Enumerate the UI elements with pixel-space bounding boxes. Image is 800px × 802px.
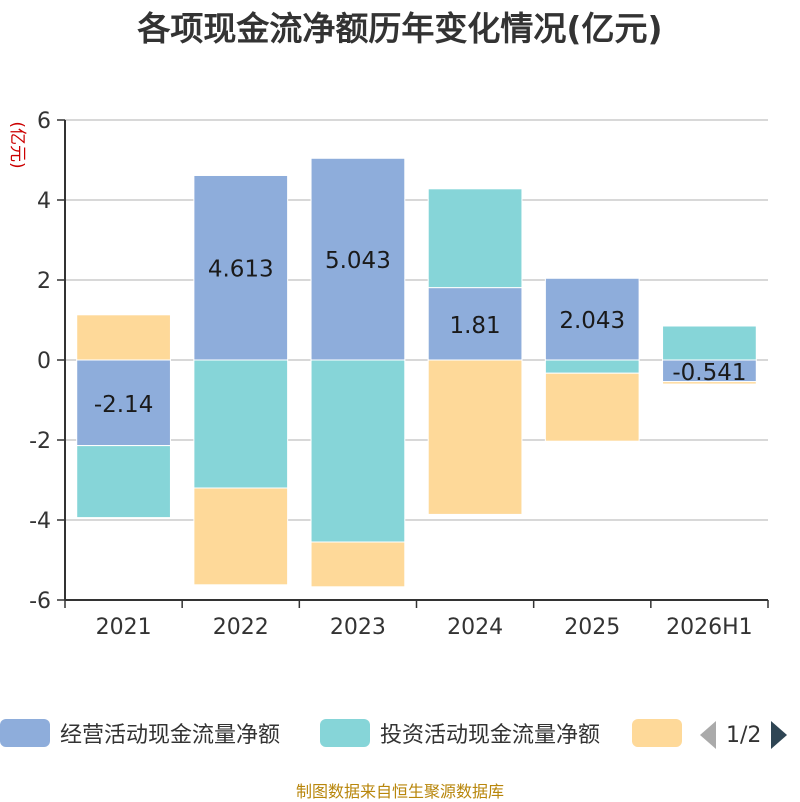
legend-swatch-operating [0,719,50,747]
data-label-2026H1: -0.541 [672,360,746,386]
bar-investing-2023 [310,359,406,543]
x-tick-label-2024: 2024 [447,615,503,640]
x-tick-label-2022: 2022 [213,615,269,640]
bar-financing-2024 [427,359,523,515]
data-label-2025: 2.043 [559,308,625,334]
y-tick-label: 4 [37,189,51,214]
y-tick-label: -2 [29,429,51,454]
legend: 经营活动现金流量净额 投资活动现金流量净额 [0,715,800,755]
bar-financing-2023 [310,541,406,588]
y-tick-label: -4 [29,509,51,534]
bar-financing-2022 [193,487,289,586]
y-tick-label: 2 [37,269,51,294]
bar-investing-2024 [427,188,523,289]
x-tick-label-2023: 2023 [330,615,386,640]
bar-investing-2021 [76,445,171,519]
bar-financing-2025 [544,372,640,442]
bar-investing-2022 [193,359,289,489]
legend-swatch-financing [632,719,682,747]
bar-financing-2026H1 [662,381,757,385]
labels-layer: -2.14 4.613 5.043 1.81 2.043 -0.541 [94,248,747,418]
x-tick-label-2026H1: 2026H1 [666,615,753,640]
pager-next-icon[interactable] [771,721,788,749]
data-label-2024: 1.81 [449,313,500,339]
legend-pager: 1/2 [700,718,788,752]
legend-item-investing[interactable]: 投资活动现金流量净额 [320,715,600,751]
bar-investing-2025 [544,359,640,374]
data-label-2023: 5.043 [325,248,391,274]
bar-investing-2026H1 [662,325,757,361]
x-tick-label-2021: 2021 [96,615,152,640]
pager-text: 1/2 [726,722,762,748]
bar-operating-2025 [544,277,640,361]
y-axis-unit-label: (亿元) [7,121,27,168]
chart-title: 各项现金流净额历年变化情况(亿元) [137,9,663,48]
legend-item-financing[interactable] [632,715,692,751]
legend-label-operating: 经营活动现金流量净额 [60,723,281,748]
legend-item-operating[interactable]: 经营活动现金流量净额 [0,715,280,751]
bar-financing-2021 [76,314,171,361]
bars-layer [76,157,757,588]
data-label-2021: -2.14 [94,392,154,418]
legend-label-investing: 投资活动现金流量净额 [380,723,601,748]
legend-swatch-investing [320,719,370,747]
data-label-2022: 4.613 [208,257,274,283]
y-tick-label: -6 [29,589,51,614]
x-tick-label-2025: 2025 [564,615,620,640]
pager-prev-icon[interactable] [700,721,716,749]
axis-layer: -6 -4 -2 0 2 4 6 2021 2022 2023 2024 2025 2026H1 (亿元) [7,109,769,640]
bar-operating-2022 [193,174,289,361]
y-tick-label: 6 [37,109,51,134]
bar-operating-2024 [427,287,523,361]
y-tick-label: 0 [37,349,51,374]
source-note: 制图数据来自恒生聚源数据库 [295,782,504,801]
